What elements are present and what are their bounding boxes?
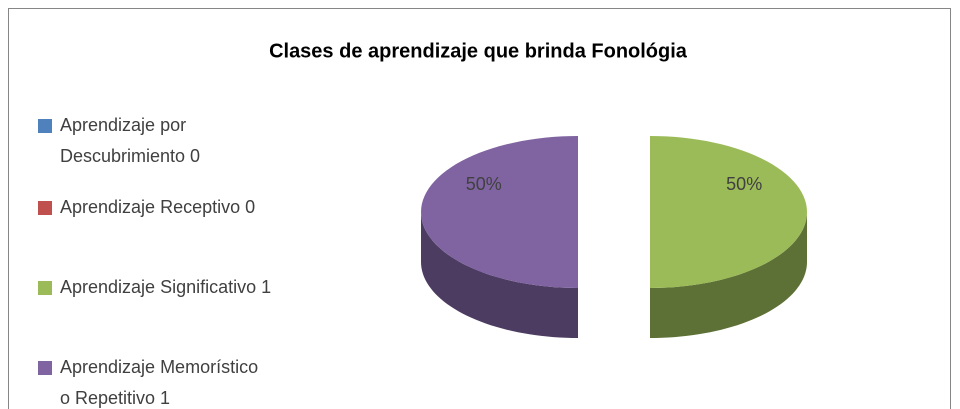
legend-label: Aprendizaje Memorístico bbox=[60, 357, 258, 377]
legend-label: Aprendizaje por bbox=[60, 115, 186, 135]
pie-slice-side bbox=[650, 212, 807, 338]
legend-label: Descubrimiento 0 bbox=[60, 146, 200, 166]
data-label: 50% bbox=[726, 174, 762, 194]
legend-swatch bbox=[38, 201, 52, 215]
pie-slice-side bbox=[421, 212, 578, 338]
legend-label: Aprendizaje Receptivo 0 bbox=[60, 197, 255, 217]
pie-slice bbox=[421, 136, 578, 338]
pie-slice bbox=[650, 136, 807, 338]
legend-swatch bbox=[38, 361, 52, 375]
legend-swatch bbox=[38, 119, 52, 133]
legend-swatch bbox=[38, 281, 52, 295]
chart-title: Clases de aprendizaje que brinda Fonológ… bbox=[269, 40, 688, 62]
legend-label: Aprendizaje Significativo 1 bbox=[60, 277, 271, 297]
pie-slice-top bbox=[650, 136, 807, 288]
legend-label: o Repetitivo 1 bbox=[60, 388, 170, 408]
pie-slice-top bbox=[421, 136, 578, 288]
data-label: 50% bbox=[466, 174, 502, 194]
